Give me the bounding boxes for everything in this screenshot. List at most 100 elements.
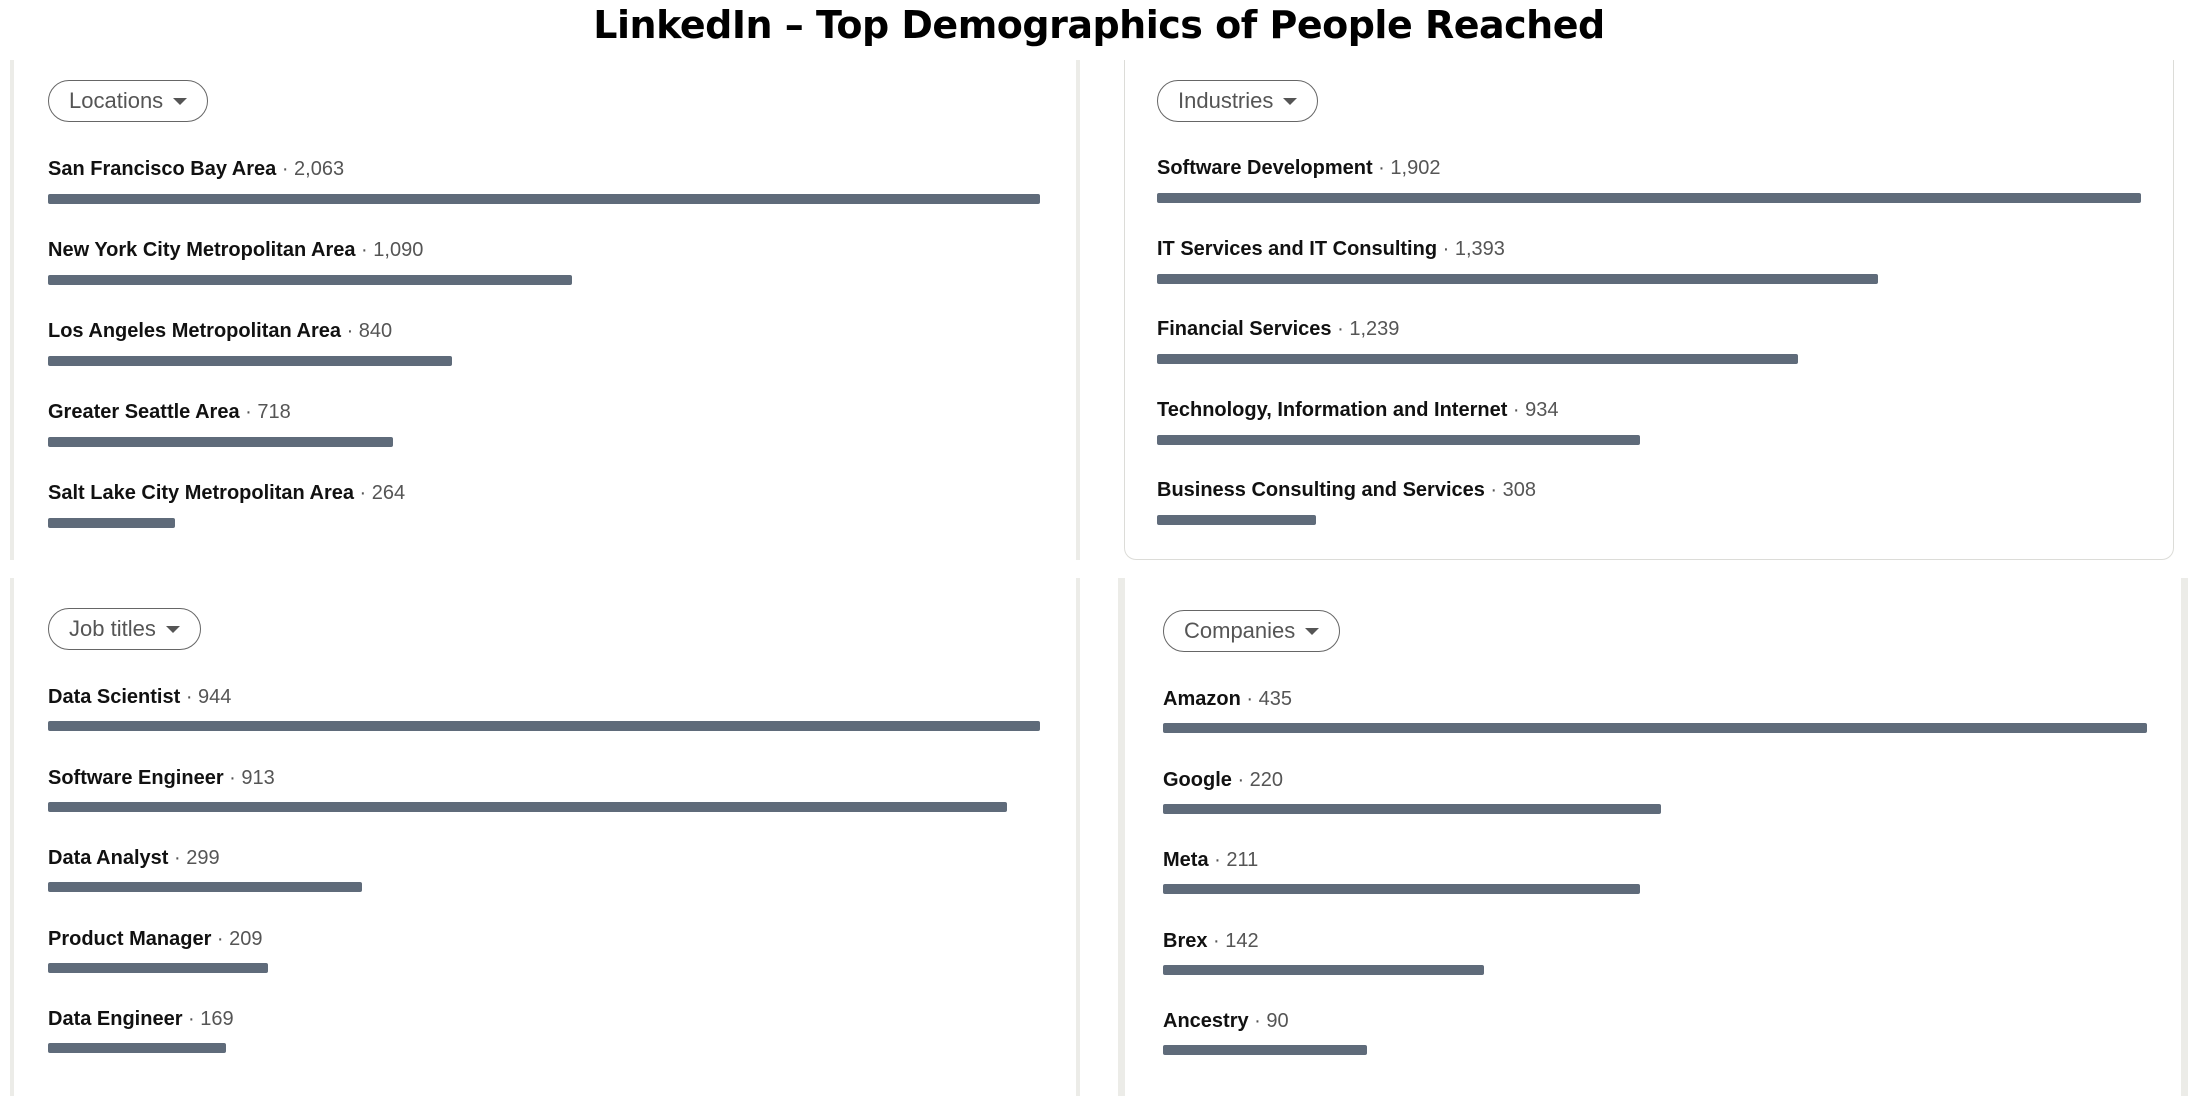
category-label: Greater Seattle Area <box>48 401 240 423</box>
category-label: New York City Metropolitan Area <box>48 239 356 261</box>
companies-bar <box>1163 1045 1367 1055</box>
value-label: 1,902 <box>1390 157 1441 179</box>
value-label: 1,239 <box>1349 318 1400 340</box>
separator-dot: · <box>1207 929 1226 952</box>
locations-row-label: Salt Lake City Metropolitan Area · 264 <box>48 481 405 505</box>
locations-row-label: Los Angeles Metropolitan Area · 840 <box>48 319 392 343</box>
category-label: Google <box>1163 768 1232 791</box>
industries-bar <box>1157 515 1316 525</box>
industries-row-label: Software Development · 1,902 <box>1157 156 1440 180</box>
value-label: 308 <box>1502 479 1537 501</box>
separator-dot: · <box>180 686 199 708</box>
value-label: 220 <box>1249 768 1284 791</box>
chevron-down-icon <box>1305 627 1320 635</box>
category-label: Ancestry <box>1163 1010 1249 1032</box>
value-label: 169 <box>200 1008 234 1030</box>
value-label: 1,090 <box>373 239 424 261</box>
separator-dot: · <box>341 320 359 342</box>
companies-row-label: Ancestry · 90 <box>1163 1009 1289 1033</box>
locations-row-label: New York City Metropolitan Area · 1,090 <box>48 238 423 262</box>
category-label: Software Engineer <box>48 766 224 789</box>
category-label: Amazon <box>1163 688 1241 710</box>
value-label: 718 <box>257 401 291 423</box>
companies-row-label: Google · 220 <box>1163 768 1283 792</box>
job-titles-row-label: Product Manager · 209 <box>48 927 263 951</box>
separator-dot: · <box>239 401 258 423</box>
value-label: 211 <box>1226 849 1259 871</box>
job-titles-bar <box>48 962 268 973</box>
separator-dot: · <box>211 927 230 950</box>
industries-row-label: Financial Services · 1,239 <box>1157 317 1399 341</box>
job-titles-bar <box>48 801 1007 812</box>
value-label: 2,063 <box>294 158 345 180</box>
separator-dot: · <box>1240 688 1259 710</box>
separator-dot: · <box>354 482 372 504</box>
companies-bar <box>1163 723 2147 733</box>
value-label: 934 <box>1525 398 1559 421</box>
separator-dot: · <box>276 158 295 180</box>
value-label: 209 <box>229 927 263 950</box>
job-titles-bar <box>48 882 362 892</box>
locations-dropdown-label: Locations <box>69 88 164 113</box>
separator-dot: · <box>355 239 374 261</box>
separator-dot: · <box>1507 398 1526 421</box>
chevron-down-icon <box>165 625 180 633</box>
job-titles-bar <box>48 721 1040 731</box>
category-label: Financial Services <box>1157 318 1332 340</box>
category-label: Data Analyst <box>48 847 169 869</box>
value-label: 944 <box>198 686 232 708</box>
locations-dropdown[interactable]: Locations <box>48 80 209 122</box>
separator-dot: · <box>1208 849 1227 871</box>
locations-bar <box>48 437 393 447</box>
category-label: Meta <box>1163 849 1209 871</box>
job-titles-dropdown[interactable]: Job titles <box>48 608 201 650</box>
category-label: IT Services and IT Consulting <box>1157 237 1438 260</box>
value-label: 435 <box>1258 688 1292 710</box>
industries-bar <box>1157 354 1798 364</box>
separator-dot: · <box>1231 768 1250 791</box>
locations-bar <box>48 194 1040 204</box>
chevron-down-icon <box>1283 97 1298 105</box>
category-label: Business Consulting and Services <box>1157 479 1485 501</box>
separator-dot: · <box>168 847 187 869</box>
category-label: Technology, Information and Internet <box>1157 398 1508 421</box>
industries-bar <box>1157 193 2141 203</box>
companies-dropdown[interactable]: Companies <box>1163 610 1341 652</box>
industries-bar <box>1157 434 1640 445</box>
companies-panel <box>1118 578 2188 1096</box>
category-label: Software Development <box>1157 157 1373 179</box>
separator-dot: · <box>1372 157 1391 179</box>
locations-bar <box>48 275 572 285</box>
value-label: 264 <box>371 482 406 504</box>
job-titles-bar <box>48 1043 226 1053</box>
locations-panel <box>10 60 1080 560</box>
separator-dot: · <box>223 766 242 789</box>
companies-bar <box>1163 964 1484 975</box>
companies-bar <box>1163 884 1640 894</box>
industries-row-label: Business Consulting and Services · 308 <box>1157 478 1536 502</box>
category-label: Product Manager <box>48 927 212 950</box>
value-label: 913 <box>241 766 275 789</box>
page-title: LinkedIn – Top Demographics of People Re… <box>593 3 1605 47</box>
industries-panel <box>1124 60 2174 560</box>
job-titles-row-label: Data Engineer · 169 <box>48 1007 234 1031</box>
industries-dropdown[interactable]: Industries <box>1157 80 1319 122</box>
companies-row-label: Meta · 211 <box>1163 848 1258 872</box>
value-label: 142 <box>1225 929 1259 952</box>
separator-dot: · <box>182 1008 201 1030</box>
category-label: Los Angeles Metropolitan Area <box>48 320 342 342</box>
industries-row-label: IT Services and IT Consulting · 1,393 <box>1157 237 1505 261</box>
value-label: 299 <box>186 847 220 869</box>
job-titles-dropdown-label: Job titles <box>69 616 156 641</box>
locations-row-label: San Francisco Bay Area · 2,063 <box>48 157 344 181</box>
category-label: Brex <box>1163 929 1208 952</box>
value-label: 840 <box>358 320 393 342</box>
job-titles-panel <box>10 578 1080 1096</box>
separator-dot: · <box>1331 318 1350 340</box>
job-titles-row-label: Data Scientist · 944 <box>48 685 231 709</box>
value-label: 90 <box>1266 1010 1289 1032</box>
job-titles-row-label: Software Engineer · 913 <box>48 766 275 790</box>
chevron-down-icon <box>173 97 188 105</box>
category-label: San Francisco Bay Area <box>48 158 277 180</box>
industries-bar <box>1157 273 1878 284</box>
